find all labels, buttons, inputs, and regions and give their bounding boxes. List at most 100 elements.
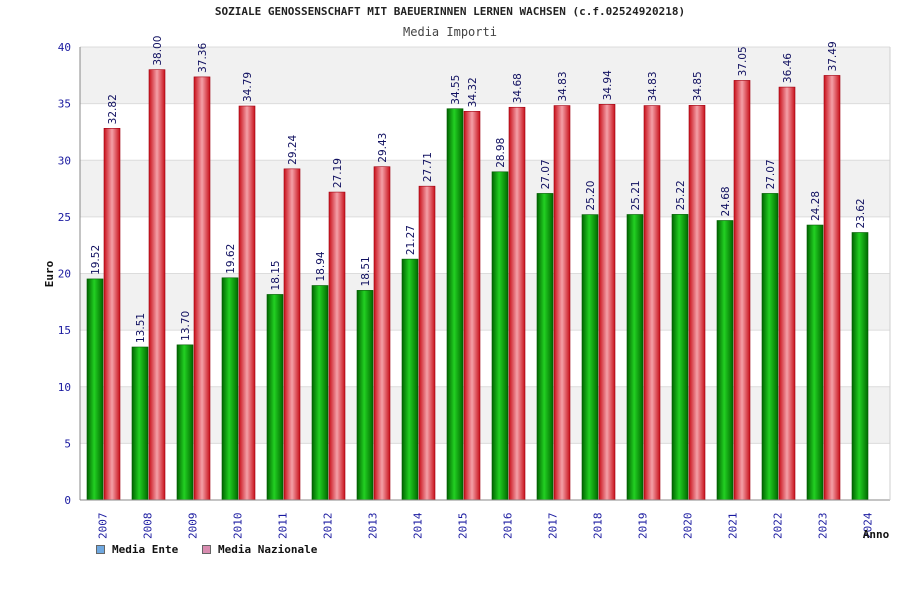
bar-media-ente-2021 [716, 220, 734, 501]
y-tick-label: 20 [58, 268, 71, 281]
y-tick-label: 40 [58, 41, 71, 54]
x-tick-label-2017: 2017 [547, 513, 560, 540]
bar-media-nazionale-2014 [418, 185, 436, 501]
legend-item-media-ente: Media Ente [96, 543, 178, 556]
value-label-media-nazionale-2011: 29.24 [287, 134, 299, 164]
plot-background [80, 47, 890, 500]
x-tick-label-2007: 2007 [97, 513, 110, 540]
value-labels: 19.52 32.82 13.51 38.00 13.70 37.36 19.62 34.79… [90, 36, 867, 343]
value-label-media-nazionale-2020: 34.85 [692, 71, 704, 101]
bar-media-nazionale-2009 [193, 76, 211, 501]
y-tick-label: 5 [64, 437, 71, 450]
value-label-media-ente-2007: 19.52 [90, 245, 102, 275]
bar-media-nazionale-2017 [553, 105, 571, 501]
value-label-media-ente-2021: 24.68 [720, 186, 732, 216]
bar-media-ente-2008 [131, 346, 149, 501]
value-label-media-nazionale-2012: 27.19 [332, 158, 344, 188]
x-tick-label-2014: 2014 [412, 512, 425, 539]
bar-media-nazionale-2008 [148, 69, 166, 501]
value-label-media-nazionale-2019: 34.83 [647, 71, 659, 101]
x-tick-label-2013: 2013 [367, 513, 380, 540]
value-label-media-ente-2011: 18.15 [270, 260, 282, 290]
plot-band [80, 386, 890, 444]
bar-media-ente-2022 [761, 193, 779, 501]
legend-item-media-nazionale: Media Nazionale [202, 543, 317, 556]
value-label-media-ente-2009: 13.70 [180, 311, 192, 341]
value-label-media-nazionale-2021: 37.05 [737, 46, 749, 76]
y-tick-label: 10 [58, 381, 71, 394]
bar-media-ente-2020 [671, 214, 689, 501]
y-tick-label: 25 [58, 211, 71, 224]
y-tick-label: 35 [58, 98, 71, 111]
bar-media-ente-2010 [221, 277, 239, 501]
y-axis-label: Euro [43, 260, 56, 287]
value-label-media-ente-2024: 23.62 [855, 198, 867, 228]
plot-band [80, 160, 890, 217]
value-label-media-ente-2010: 19.62 [225, 244, 237, 274]
x-tick-label-2010: 2010 [232, 513, 245, 540]
bar-media-ente-2019 [626, 214, 644, 501]
value-label-media-ente-2008: 13.51 [135, 313, 147, 343]
value-label-media-ente-2017: 27.07 [540, 159, 552, 189]
bar-media-nazionale-2010 [238, 105, 256, 501]
bar-media-ente-2018 [581, 214, 599, 501]
y-tick-label: 0 [64, 494, 71, 507]
value-label-media-nazionale-2023: 37.49 [827, 41, 839, 71]
legend-swatch-media-nazionale [202, 545, 211, 554]
value-label-media-nazionale-2013: 29.43 [377, 133, 389, 163]
value-label-media-nazionale-2018: 34.94 [602, 70, 614, 100]
bar-media-ente-2009 [176, 344, 194, 501]
x-tick-label-2009: 2009 [187, 513, 200, 540]
axes: 0 5 10 15 20 25 30 35 40 2007 2008 2009 2010 2011 2012… [58, 41, 891, 540]
value-label-media-nazionale-2007: 32.82 [107, 94, 119, 124]
bar-media-ente-2024 [851, 232, 869, 501]
bar-media-ente-2015 [446, 108, 464, 501]
bar-media-ente-2011 [266, 294, 284, 501]
legend-label-media-ente: Media Ente [112, 543, 179, 556]
x-tick-label-2008: 2008 [142, 513, 155, 540]
value-label-media-nazionale-2015: 34.32 [467, 77, 479, 107]
x-tick-label-2022: 2022 [772, 513, 785, 540]
bar-media-nazionale-2023 [823, 75, 841, 501]
bar-media-nazionale-2020 [688, 105, 706, 501]
bar-media-nazionale-2013 [373, 166, 391, 501]
chart-title: SOZIALE GENOSSENSCHAFT MIT BAEUERINNEN L… [214, 5, 686, 18]
x-tick-label-2015: 2015 [457, 513, 470, 540]
bar-media-nazionale-2019 [643, 105, 661, 501]
value-label-media-ente-2016: 28.98 [495, 138, 507, 168]
value-label-media-ente-2014: 21.27 [405, 225, 417, 255]
x-tick-label-2018: 2018 [592, 513, 605, 540]
bar-media-ente-2013 [356, 290, 374, 501]
value-label-media-nazionale-2008: 38.00 [152, 36, 164, 66]
bar-media-nazionale-2018 [598, 104, 616, 501]
value-label-media-ente-2019: 25.21 [630, 180, 642, 210]
value-label-media-nazionale-2009: 37.36 [197, 43, 209, 73]
x-tick-label-2011: 2011 [277, 513, 290, 540]
x-tick-label-2012: 2012 [322, 513, 335, 540]
plot-band [80, 47, 890, 104]
x-tick-label-2021: 2021 [727, 513, 740, 540]
value-label-media-nazionale-2017: 34.83 [557, 71, 569, 101]
value-label-media-nazionale-2014: 27.71 [422, 152, 434, 182]
value-label-media-nazionale-2022: 36.46 [782, 53, 794, 83]
value-label-media-ente-2018: 25.20 [585, 181, 597, 211]
x-tick-label-2020: 2020 [682, 513, 695, 540]
bar-media-ente-2017 [536, 193, 554, 501]
value-label-media-ente-2012: 18.94 [315, 251, 327, 281]
bar-media-nazionale-2021 [733, 80, 751, 501]
x-tick-label-2024: 2024 [862, 512, 875, 539]
bar-media-nazionale-2007 [103, 128, 121, 501]
x-tick-label-2023: 2023 [817, 513, 830, 540]
chart-subtitle: Media Importi [403, 25, 497, 39]
bar-media-ente-2012 [311, 285, 329, 501]
bar-media-ente-2023 [806, 224, 824, 501]
bar-media-ente-2016 [491, 171, 509, 501]
bar-media-nazionale-2015 [463, 111, 481, 501]
value-label-media-nazionale-2016: 34.68 [512, 73, 524, 103]
gridlines [80, 46, 890, 501]
x-tick-label-2016: 2016 [502, 513, 515, 540]
value-label-media-ente-2015: 34.55 [450, 75, 462, 105]
bar-media-nazionale-2012 [328, 191, 346, 501]
bar-media-nazionale-2022 [778, 86, 796, 501]
